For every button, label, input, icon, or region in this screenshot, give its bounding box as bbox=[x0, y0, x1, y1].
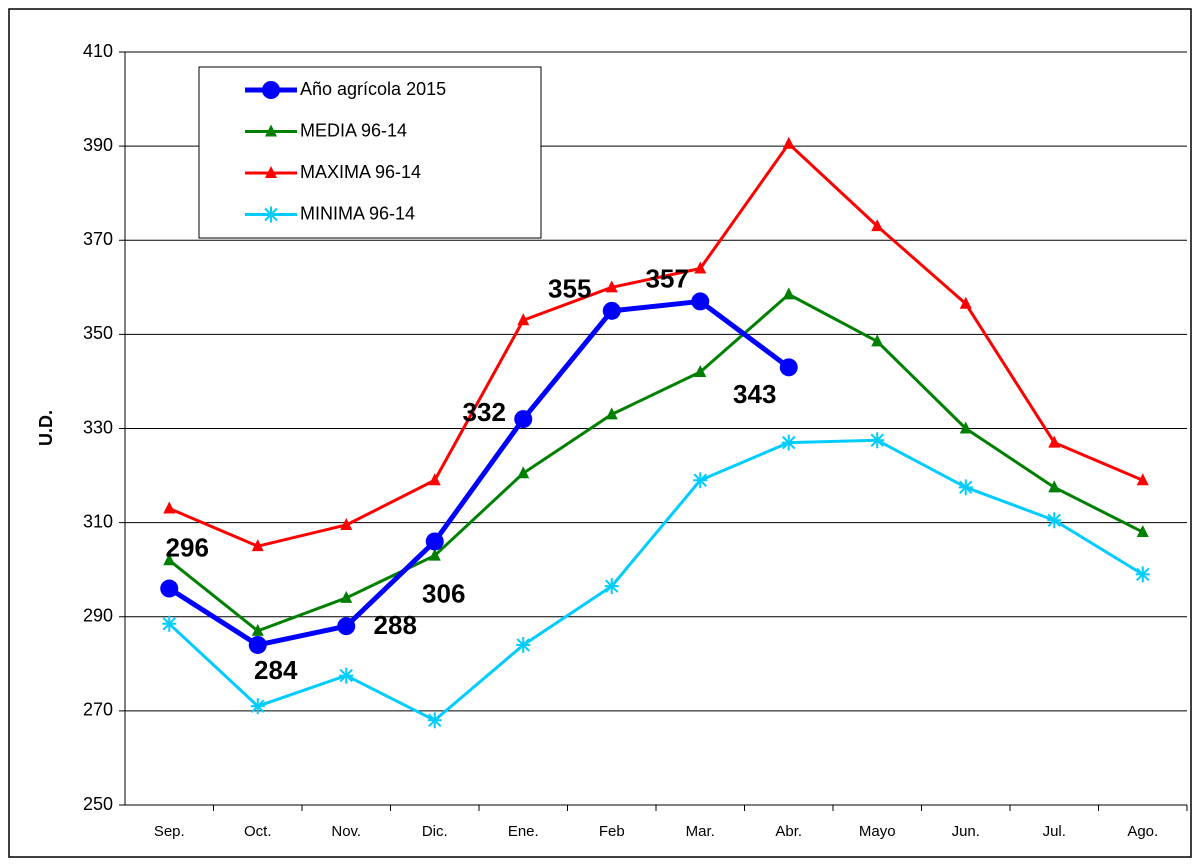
point-marker bbox=[1136, 473, 1149, 486]
y-tick-label: 350 bbox=[83, 323, 113, 343]
y-tick-label: 410 bbox=[83, 41, 113, 61]
point-marker bbox=[959, 296, 972, 309]
x-tick-label: Oct. bbox=[244, 823, 272, 840]
point-marker bbox=[516, 636, 531, 653]
point-marker bbox=[427, 712, 442, 729]
point-marker bbox=[782, 287, 795, 300]
point-marker bbox=[959, 421, 972, 434]
point-marker bbox=[871, 334, 884, 347]
series-line bbox=[167, 298, 791, 648]
data-label: 355 bbox=[548, 274, 591, 304]
point-marker bbox=[163, 553, 176, 566]
point-marker bbox=[160, 579, 179, 598]
point-marker bbox=[1048, 435, 1061, 448]
x-tick-label: Ago. bbox=[1127, 823, 1158, 840]
x-tick-label: Feb bbox=[599, 823, 625, 840]
point-marker bbox=[251, 539, 264, 552]
point-marker bbox=[604, 578, 619, 595]
point-marker bbox=[251, 623, 264, 636]
series-line bbox=[168, 292, 1144, 633]
legend-label: MAXIMA 96-14 bbox=[300, 162, 421, 182]
x-tick-label: Jun. bbox=[952, 823, 980, 840]
legend-box bbox=[198, 66, 542, 239]
legend-label: Año agrícola 2015 bbox=[300, 79, 446, 99]
y-tick-label: 310 bbox=[83, 511, 113, 531]
point-marker bbox=[781, 434, 796, 451]
point-marker bbox=[782, 136, 795, 149]
x-tick-label: Abr. bbox=[775, 823, 802, 840]
y-tick-label: 250 bbox=[83, 794, 113, 814]
x-tick-label: Dic. bbox=[422, 823, 448, 840]
point-marker bbox=[958, 479, 973, 496]
data-label: 296 bbox=[166, 532, 209, 562]
y-tick-label: 370 bbox=[83, 229, 113, 249]
point-marker bbox=[250, 698, 265, 715]
point-marker bbox=[1136, 525, 1149, 538]
point-marker bbox=[694, 261, 707, 274]
point-marker bbox=[1048, 480, 1061, 493]
point-marker bbox=[248, 635, 267, 654]
point-marker bbox=[428, 548, 441, 561]
point-marker bbox=[428, 473, 441, 486]
chart-frame bbox=[8, 8, 1192, 858]
x-tick-label: Sep. bbox=[154, 823, 185, 840]
data-label: 288 bbox=[374, 610, 417, 640]
point-marker bbox=[1135, 566, 1150, 583]
y-axis-label: U.D. bbox=[36, 410, 56, 446]
point-marker bbox=[517, 313, 530, 326]
series-line bbox=[168, 438, 1144, 722]
y-tick-label: 270 bbox=[83, 700, 113, 720]
x-tick-label: Nov. bbox=[331, 823, 361, 840]
legend-marker bbox=[264, 206, 278, 223]
point-marker bbox=[870, 432, 885, 449]
legend-label: MINIMA 96-14 bbox=[300, 203, 415, 223]
point-marker bbox=[339, 667, 354, 684]
series-line bbox=[168, 142, 1144, 548]
point-marker bbox=[605, 280, 618, 293]
point-marker bbox=[162, 615, 177, 632]
legend-marker bbox=[265, 166, 277, 178]
y-tick-label: 390 bbox=[83, 135, 113, 155]
x-tick-label: Mar. bbox=[686, 823, 715, 840]
point-marker bbox=[340, 590, 353, 603]
y-tick-label: 330 bbox=[83, 417, 113, 437]
point-marker bbox=[163, 501, 176, 514]
point-marker bbox=[602, 301, 621, 320]
data-label: 284 bbox=[254, 655, 298, 685]
x-tick-label: Mayo bbox=[859, 823, 896, 840]
point-marker bbox=[605, 407, 618, 420]
point-marker bbox=[779, 358, 798, 377]
x-tick-label: Ene. bbox=[508, 823, 539, 840]
data-label: 343 bbox=[733, 379, 776, 409]
legend-label: MEDIA 96-14 bbox=[300, 120, 407, 140]
legend-marker bbox=[262, 81, 280, 99]
point-marker bbox=[693, 472, 708, 489]
point-marker bbox=[1047, 512, 1062, 529]
point-marker bbox=[691, 292, 710, 311]
data-label: 306 bbox=[422, 578, 465, 608]
point-marker bbox=[340, 517, 353, 530]
point-marker bbox=[337, 617, 356, 636]
point-marker bbox=[425, 532, 444, 551]
legend-marker bbox=[265, 124, 277, 137]
data-label: 357 bbox=[646, 263, 689, 293]
point-marker bbox=[514, 410, 533, 429]
x-tick-label: Jul. bbox=[1043, 823, 1066, 840]
point-marker bbox=[694, 365, 707, 378]
point-marker bbox=[871, 219, 884, 232]
point-marker bbox=[517, 466, 530, 479]
y-tick-label: 290 bbox=[83, 606, 113, 626]
data-label: 332 bbox=[463, 397, 506, 427]
